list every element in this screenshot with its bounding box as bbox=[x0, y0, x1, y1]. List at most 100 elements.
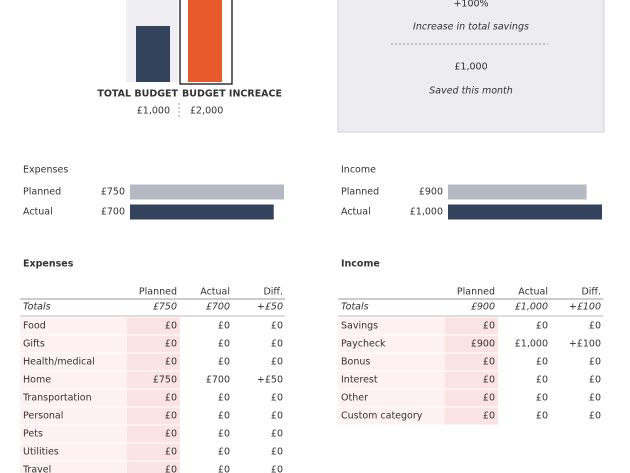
cell: £0 bbox=[589, 357, 601, 368]
cell: £750 bbox=[153, 375, 177, 386]
category: Travel bbox=[22, 465, 51, 473]
amount: £1,000 bbox=[454, 62, 487, 73]
summary-label: Actual bbox=[23, 207, 53, 218]
category-cell bbox=[20, 425, 127, 443]
summary-bar bbox=[130, 184, 284, 200]
category: Food bbox=[23, 321, 46, 332]
bar-value: £2,000 bbox=[190, 106, 223, 117]
category-cell bbox=[338, 317, 445, 335]
cell: £0 bbox=[165, 465, 177, 473]
summary-value: £1,000 bbox=[410, 207, 443, 218]
table-title: Income bbox=[341, 259, 380, 270]
cell: £0 bbox=[536, 357, 548, 368]
totals-cell: £750 bbox=[153, 302, 177, 313]
cell: +£50 bbox=[257, 375, 283, 386]
summary-title: Expenses bbox=[23, 165, 68, 176]
cell: £0 bbox=[483, 375, 495, 386]
cell: £0 bbox=[218, 339, 230, 350]
cell: £0 bbox=[483, 411, 495, 422]
budget-bar bbox=[136, 26, 170, 82]
category: Utilities bbox=[23, 447, 59, 458]
cell: £0 bbox=[271, 447, 283, 458]
cell: £0 bbox=[271, 393, 283, 404]
category-cell bbox=[338, 335, 445, 353]
bar-label: TOTAL BUDGET bbox=[97, 89, 178, 100]
summary-label: Actual bbox=[341, 207, 371, 218]
bar-value: £1,000 bbox=[137, 106, 170, 117]
cell: £0 bbox=[218, 357, 230, 368]
category: Personal bbox=[23, 411, 63, 422]
cell: £0 bbox=[483, 357, 495, 368]
cell: £0 bbox=[165, 339, 177, 350]
cell: £700 bbox=[206, 375, 230, 386]
category-cell bbox=[338, 407, 445, 425]
planned-cell bbox=[127, 353, 180, 371]
summary-label: Planned bbox=[23, 187, 61, 198]
category: Bonus bbox=[341, 357, 370, 368]
category: Other bbox=[341, 393, 368, 404]
planned-cell bbox=[445, 353, 498, 371]
cell: £0 bbox=[589, 321, 601, 332]
planned-cell bbox=[127, 443, 180, 461]
summary-value: £700 bbox=[101, 207, 125, 218]
planned-cell bbox=[127, 317, 180, 335]
cell: +£100 bbox=[569, 339, 601, 350]
summary-label: Planned bbox=[341, 187, 379, 198]
cell: £0 bbox=[271, 411, 283, 422]
summary-title: Income bbox=[341, 165, 376, 176]
category-cell bbox=[20, 317, 127, 335]
planned-cell bbox=[127, 371, 180, 389]
category-cell bbox=[338, 389, 445, 407]
budget-bar bbox=[188, 0, 222, 82]
table-title: Expenses bbox=[23, 259, 74, 270]
planned-cell bbox=[445, 389, 498, 407]
category: Savings bbox=[341, 321, 378, 332]
totals-cell: £700 bbox=[206, 302, 230, 313]
cell: £0 bbox=[165, 393, 177, 404]
category-cell bbox=[338, 353, 445, 371]
cell: £0 bbox=[483, 393, 495, 404]
category: Home bbox=[23, 375, 51, 386]
column-header: Planned bbox=[139, 287, 177, 298]
summary-value: £900 bbox=[419, 187, 443, 198]
category: Custom category bbox=[341, 411, 423, 422]
category: Health/medical bbox=[23, 357, 95, 368]
cell: £0 bbox=[271, 339, 283, 350]
category-cell bbox=[338, 371, 445, 389]
cell: £0 bbox=[218, 321, 230, 332]
cell: £0 bbox=[165, 357, 177, 368]
cell: £0 bbox=[218, 411, 230, 422]
selection-outline bbox=[179, 0, 233, 85]
savings-card bbox=[337, 0, 605, 133]
column-header: Actual bbox=[518, 287, 548, 298]
cell: £0 bbox=[271, 465, 283, 473]
totals-cell: +£100 bbox=[569, 302, 601, 313]
totals-cell: +£50 bbox=[257, 302, 283, 313]
cell: £0 bbox=[536, 321, 548, 332]
totals-cell: £900 bbox=[471, 302, 495, 313]
cell: £0 bbox=[536, 375, 548, 386]
cell: £0 bbox=[271, 429, 283, 440]
planned-cell bbox=[127, 425, 180, 443]
caption: Saved this month bbox=[429, 86, 513, 97]
planned-cell bbox=[127, 335, 180, 353]
category-cell bbox=[20, 443, 127, 461]
summary-bar bbox=[130, 204, 274, 220]
cell: £0 bbox=[165, 429, 177, 440]
totals-label: Totals bbox=[23, 302, 51, 313]
column-header: Planned bbox=[457, 287, 495, 298]
cell: £0 bbox=[589, 375, 601, 386]
category-cell bbox=[20, 371, 127, 389]
category: Transportation bbox=[22, 393, 92, 404]
cell: £0 bbox=[218, 393, 230, 404]
planned-cell bbox=[445, 335, 498, 353]
cell: £0 bbox=[165, 411, 177, 422]
cell: £0 bbox=[589, 393, 601, 404]
cell: £0 bbox=[536, 393, 548, 404]
category: Gifts bbox=[23, 339, 45, 350]
category: Interest bbox=[341, 375, 378, 386]
summary-bar bbox=[448, 184, 587, 200]
cell: £0 bbox=[536, 411, 548, 422]
column-header: Actual bbox=[200, 287, 230, 298]
